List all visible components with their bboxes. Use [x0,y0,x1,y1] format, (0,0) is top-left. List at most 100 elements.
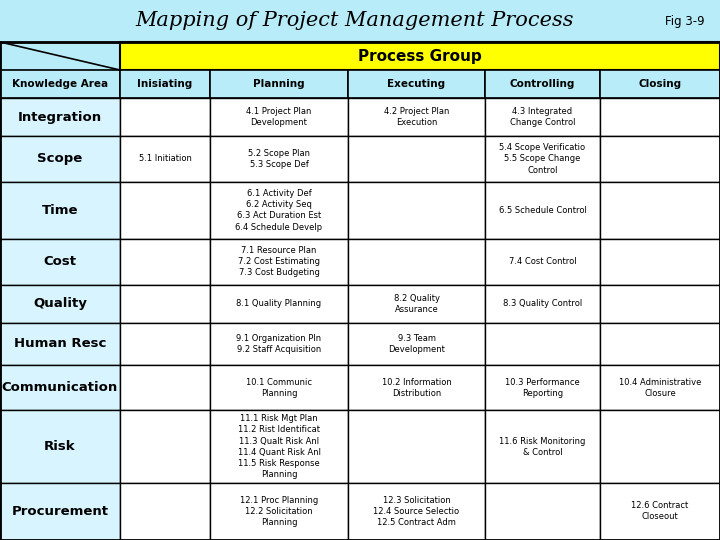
Text: Time: Time [42,204,78,217]
Text: 10.2 Information
Distribution: 10.2 Information Distribution [382,377,451,397]
Bar [348,239,485,285]
Bar [348,323,485,364]
Bar [120,483,210,540]
Bar [600,136,720,182]
Text: 6.1 Activity Def
6.2 Activity Seq
6.3 Act Duration Est
6.4 Schedule Develp: 6.1 Activity Def 6.2 Activity Seq 6.3 Ac… [235,189,323,232]
Bar [120,410,210,483]
Bar [348,98,485,136]
Text: 8.2 Quality
Assurance: 8.2 Quality Assurance [394,294,439,314]
Text: Communication: Communication [2,381,118,394]
Bar [0,483,120,540]
Bar [485,98,600,136]
Bar [210,285,348,323]
Text: 7.4 Cost Control: 7.4 Cost Control [509,258,576,266]
Bar [210,483,348,540]
Bar [485,285,600,323]
Text: 4.1 Project Plan
Development: 4.1 Project Plan Development [246,107,312,127]
Bar [600,364,720,410]
Bar [0,323,120,364]
Text: 8.1 Quality Planning: 8.1 Quality Planning [236,299,322,308]
Bar [348,285,485,323]
Bar [120,182,210,239]
Bar [485,239,600,285]
Text: Mapping of Project Management Process: Mapping of Project Management Process [136,11,575,30]
Bar [210,136,348,182]
Bar [210,98,348,136]
Bar [485,364,600,410]
Bar [120,70,210,98]
Text: Scope: Scope [37,152,83,165]
Text: 8.3 Quality Control: 8.3 Quality Control [503,299,582,308]
Text: 10.4 Administrative
Closure: 10.4 Administrative Closure [618,377,701,397]
Text: 12.6 Contract
Closeout: 12.6 Contract Closeout [631,501,688,522]
Bar [600,323,720,364]
Text: Closing: Closing [639,79,682,89]
Bar [348,182,485,239]
Bar [485,483,600,540]
Bar [600,239,720,285]
Text: Human Resc: Human Resc [14,338,106,350]
Text: 10.1 Communic
Planning: 10.1 Communic Planning [246,377,312,397]
Bar [348,410,485,483]
Text: Controlling: Controlling [510,79,575,89]
Text: Fig 3-9: Fig 3-9 [665,15,705,28]
Text: 9.1 Organization Pln
9.2 Staff Acquisition: 9.1 Organization Pln 9.2 Staff Acquisiti… [236,334,322,354]
Bar [210,239,348,285]
Bar [348,364,485,410]
Bar [120,285,210,323]
Bar [485,70,600,98]
Text: 10.3 Performance
Reporting: 10.3 Performance Reporting [505,377,580,397]
Text: 11.6 Risk Monitoring
& Control: 11.6 Risk Monitoring & Control [499,437,585,457]
Bar [210,182,348,239]
Bar [120,136,210,182]
Bar [210,364,348,410]
Text: Cost: Cost [43,255,76,268]
Text: Inisiating: Inisiating [138,79,193,89]
Bar [120,323,210,364]
Bar [600,98,720,136]
Text: 7.1 Resource Plan
7.2 Cost Estimating
7.3 Cost Budgeting: 7.1 Resource Plan 7.2 Cost Estimating 7.… [238,246,320,278]
Bar [485,182,600,239]
Bar [0,285,120,323]
Bar [0,182,120,239]
Text: Integration: Integration [18,111,102,124]
Bar [600,410,720,483]
Text: Executing: Executing [387,79,446,89]
Text: 5.1 Initiation: 5.1 Initiation [138,154,192,164]
Bar [485,410,600,483]
Text: Process Group: Process Group [358,49,482,64]
Bar [210,323,348,364]
Bar [0,136,120,182]
Text: 11.1 Risk Mgt Plan
11.2 Rist Identificat
11.3 Qualt Risk Anl
11.4 Quant Risk Anl: 11.1 Risk Mgt Plan 11.2 Rist Identificat… [238,414,320,479]
Text: Knowledge Area: Knowledge Area [12,79,108,89]
Text: 6.5 Schedule Control: 6.5 Schedule Control [498,206,586,215]
Bar [120,42,720,70]
Bar [120,98,210,136]
Text: Quality: Quality [33,297,87,310]
Bar [0,70,120,98]
Bar [0,364,120,410]
Bar [0,42,120,70]
Bar [0,0,720,42]
Bar [600,182,720,239]
Text: Procurement: Procurement [12,505,109,518]
Bar [210,70,348,98]
Bar [600,285,720,323]
Bar [485,323,600,364]
Bar [0,239,120,285]
Text: 12.1 Proc Planning
12.2 Solicitation
Planning: 12.1 Proc Planning 12.2 Solicitation Pla… [240,496,318,527]
Bar [0,410,120,483]
Bar [210,410,348,483]
Bar [600,70,720,98]
Bar [600,483,720,540]
Text: Planning: Planning [253,79,305,89]
Text: 4.2 Project Plan
Execution: 4.2 Project Plan Execution [384,107,449,127]
Bar [485,136,600,182]
Text: Risk: Risk [44,440,76,453]
Text: 5.2 Scope Plan
5.3 Scope Def: 5.2 Scope Plan 5.3 Scope Def [248,149,310,169]
Bar [348,70,485,98]
Text: 12.3 Solicitation
12.4 Source Selectio
12.5 Contract Adm: 12.3 Solicitation 12.4 Source Selectio 1… [374,496,459,527]
Text: 5.4 Scope Verificatio
5.5 Scope Change
Control: 5.4 Scope Verificatio 5.5 Scope Change C… [500,143,585,174]
Text: 9.3 Team
Development: 9.3 Team Development [388,334,445,354]
Bar [348,136,485,182]
